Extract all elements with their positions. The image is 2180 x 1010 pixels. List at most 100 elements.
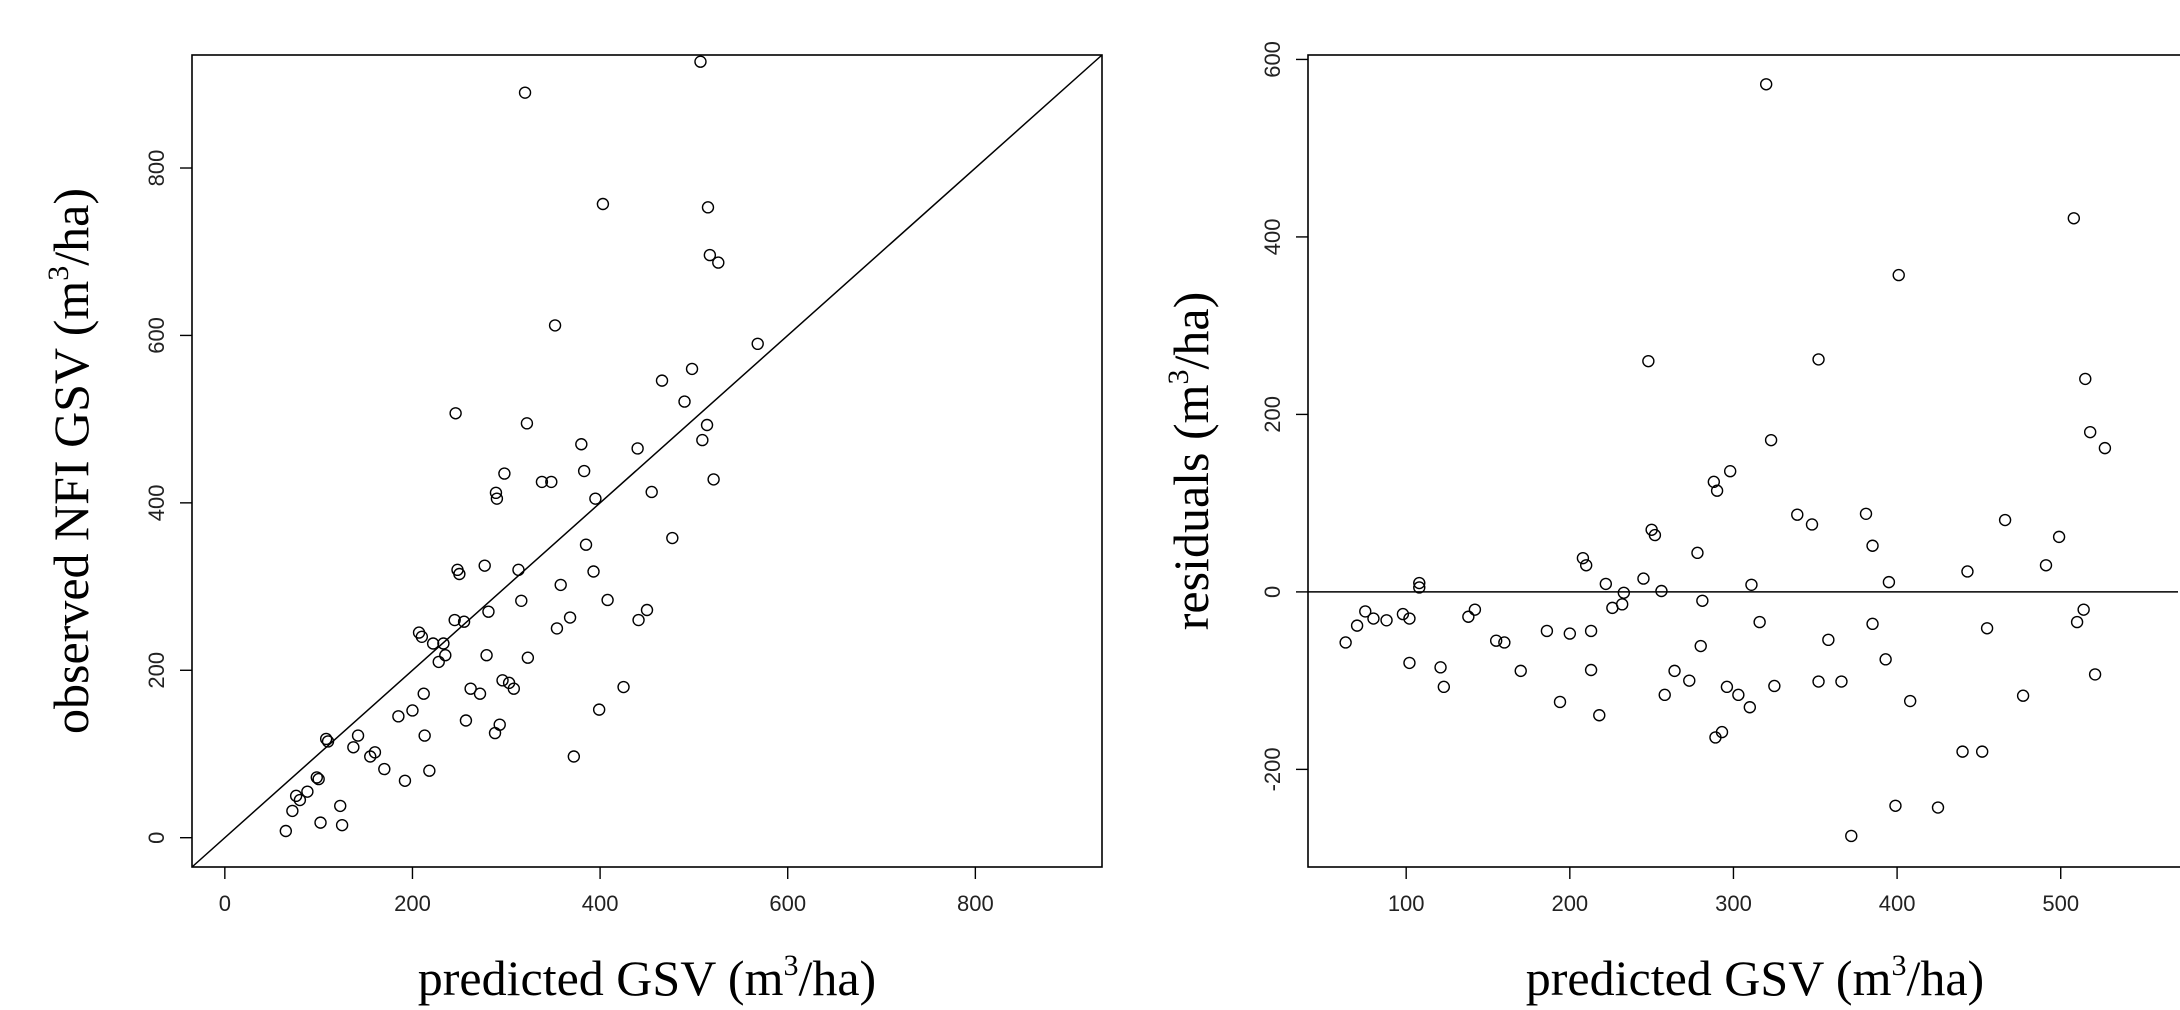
- data-point: [1655, 584, 1668, 598]
- data-point: [392, 710, 405, 723]
- data-point: [448, 613, 461, 627]
- data-point: [1468, 603, 1482, 616]
- data-point: [1835, 675, 1848, 688]
- data-point: [289, 789, 303, 803]
- data-point: [1866, 539, 1879, 552]
- data-point: [321, 735, 335, 748]
- data-point: [368, 746, 382, 759]
- data-point: [655, 374, 669, 387]
- one-to-one-line: [191, 54, 1103, 868]
- data-point: [482, 605, 495, 618]
- data-point: [2079, 372, 2092, 386]
- y-axis-title: observed NFI GSV (m3/ha): [42, 188, 99, 734]
- data-point: [490, 492, 504, 505]
- data-point: [1975, 745, 1989, 758]
- observed-vs-predicted-panel: 0 200 400 600 800 0 200 400 600 800 predicted GS…: [42, 54, 1103, 1006]
- data-point: [415, 630, 429, 643]
- data-point: [512, 563, 525, 577]
- data-point: [1931, 801, 1945, 814]
- data-point: [453, 567, 466, 581]
- data-point: [577, 464, 591, 478]
- data-point: [1434, 661, 1447, 674]
- data-point: [632, 613, 645, 627]
- x-axis-title: predicted GSV (m3/ha): [418, 949, 876, 1006]
- data-point: [1903, 694, 1917, 708]
- data-point: [1683, 674, 1696, 687]
- data-point: [2098, 441, 2112, 455]
- data-point: [701, 201, 715, 214]
- data-point: [1866, 617, 1879, 631]
- data-point: [640, 603, 654, 617]
- data-point: [535, 475, 549, 489]
- data-point: [437, 637, 450, 650]
- data-point: [518, 86, 532, 99]
- data-point: [423, 764, 436, 777]
- data-point: [575, 438, 588, 451]
- data-point: [1961, 565, 1974, 578]
- data-point: [1593, 709, 1606, 722]
- data-point: [1462, 610, 1475, 623]
- x-axis: 0 200 400 600 800: [219, 867, 994, 916]
- data-point: [489, 486, 503, 500]
- data-point: [1720, 680, 1734, 694]
- x-tick-label: 400: [582, 891, 619, 916]
- data-point: [334, 799, 347, 813]
- data-point: [548, 319, 562, 332]
- data-point: [678, 395, 691, 408]
- data-point: [666, 531, 679, 545]
- x-tick-label: 300: [1715, 891, 1752, 916]
- scatter-points: [279, 55, 764, 838]
- data-point: [480, 649, 493, 662]
- scatter-points: [1339, 78, 2112, 843]
- data-point: [498, 467, 511, 480]
- x-tick-label: 400: [1879, 891, 1916, 916]
- data-point: [751, 337, 764, 351]
- data-point: [1617, 586, 1631, 599]
- data-point: [1413, 581, 1426, 594]
- data-point: [286, 804, 299, 818]
- data-point: [1599, 577, 1613, 591]
- x-axis: 100 200 300 400 500: [1388, 867, 2079, 916]
- data-point: [2088, 668, 2102, 681]
- data-point: [2067, 212, 2081, 225]
- data-point: [1367, 612, 1380, 625]
- x-tick-label: 800: [957, 891, 994, 916]
- data-point: [1540, 624, 1554, 638]
- data-point: [550, 622, 564, 635]
- data-point: [520, 417, 534, 430]
- y-tick-label: 200: [1260, 396, 1285, 433]
- data-point: [601, 593, 614, 607]
- x-axis-title: predicted GSV (m3/ha): [1526, 949, 1984, 1006]
- data-point: [1637, 572, 1650, 585]
- data-point: [378, 762, 391, 776]
- y-axis: -200 0 200 400 600: [1260, 41, 1308, 791]
- x-tick-label: 600: [769, 891, 806, 916]
- data-point: [2077, 603, 2090, 616]
- data-point: [1694, 639, 1707, 653]
- data-point: [1380, 614, 1393, 627]
- data-point: [2083, 425, 2097, 439]
- data-point: [1956, 745, 1969, 758]
- data-point: [515, 594, 528, 607]
- data-point: [1579, 559, 1593, 572]
- data-point: [1403, 612, 1416, 625]
- data-point: [1658, 688, 1671, 702]
- x-tick-label: 200: [394, 891, 431, 916]
- y-axis-title: residuals (m3/ha): [1162, 292, 1219, 631]
- data-point: [1805, 518, 1819, 531]
- data-point: [1812, 675, 1825, 688]
- data-point: [417, 687, 430, 700]
- data-point: [1745, 578, 1758, 591]
- data-point: [406, 704, 419, 717]
- y-tick-label: 800: [144, 150, 169, 187]
- data-point: [1642, 354, 1655, 368]
- data-point: [1403, 656, 1416, 670]
- data-point: [696, 433, 709, 447]
- data-point: [1892, 268, 1905, 282]
- plot-frame: [1307, 54, 2180, 868]
- y-tick-label: 400: [1260, 219, 1285, 256]
- data-point: [1696, 594, 1709, 607]
- y-tick-label: 600: [144, 317, 169, 354]
- data-point: [1498, 636, 1511, 649]
